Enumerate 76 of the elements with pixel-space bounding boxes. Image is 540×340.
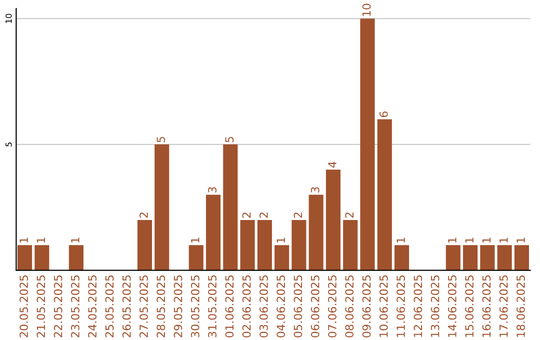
x-tick-label: 24.05.2025 bbox=[88, 275, 97, 338]
bar bbox=[292, 220, 306, 270]
bar bbox=[257, 220, 272, 270]
bar bbox=[68, 245, 84, 270]
bar bbox=[274, 245, 290, 270]
x-tick-label: 12.06.2025 bbox=[414, 275, 422, 337]
x-tick-label: 03.06.2025 bbox=[259, 275, 268, 338]
bar bbox=[34, 245, 50, 270]
x-tick-label: 02.06.2025 bbox=[242, 275, 251, 338]
bar bbox=[446, 245, 460, 270]
x-tick-label: 26.05.2025 bbox=[122, 275, 131, 338]
bar bbox=[377, 119, 392, 270]
data-label: 3 bbox=[208, 187, 216, 193]
bar bbox=[463, 245, 478, 270]
data-label: 1 bbox=[276, 238, 285, 243]
data-label: 5 bbox=[156, 136, 166, 142]
x-tick-label: 20.05.2025 bbox=[20, 275, 28, 338]
data-label: 2 bbox=[242, 212, 251, 218]
bar bbox=[17, 245, 32, 270]
bar bbox=[188, 245, 204, 270]
data-label: 1 bbox=[516, 238, 525, 243]
x-tick-label: 17.06.2025 bbox=[499, 275, 508, 337]
data-label: 1 bbox=[191, 238, 200, 243]
bar bbox=[240, 220, 255, 270]
bar bbox=[514, 245, 529, 270]
x-tick-label: 23.05.2025 bbox=[70, 275, 80, 338]
data-label: 10 bbox=[362, 4, 371, 16]
x-tick-label: 05.06.2025 bbox=[294, 275, 302, 338]
data-label: 1 bbox=[448, 238, 456, 243]
data-label: 3 bbox=[310, 187, 320, 193]
data-label: 1 bbox=[36, 238, 45, 243]
x-tick-label: 07.06.2025 bbox=[328, 275, 336, 338]
data-label: 1 bbox=[465, 238, 474, 243]
bar bbox=[206, 194, 221, 270]
bar bbox=[480, 245, 495, 270]
bar bbox=[497, 245, 512, 270]
bar bbox=[343, 220, 358, 270]
data-label: 4 bbox=[328, 162, 336, 168]
bar bbox=[308, 194, 324, 270]
x-tick-label: 21.05.2025 bbox=[36, 275, 46, 338]
data-label: 2 bbox=[259, 212, 268, 218]
x-tick-label: 29.05.2025 bbox=[174, 275, 182, 338]
x-tick-label: 22.05.2025 bbox=[54, 275, 62, 338]
bar bbox=[394, 245, 410, 270]
data-label: 5 bbox=[225, 136, 234, 142]
x-tick-label: 04.06.2025 bbox=[276, 275, 286, 338]
x-tick-label: 31.05.2025 bbox=[208, 275, 216, 338]
x-tick-label: 28.05.2025 bbox=[156, 275, 166, 338]
x-tick-label: 10.06.2025 bbox=[379, 275, 388, 337]
x-tick-label: 11.06.2025 bbox=[396, 275, 405, 337]
x-tick-label: 06.06.2025 bbox=[310, 275, 320, 338]
x-tick-label: 27.05.2025 bbox=[140, 275, 148, 338]
x-tick-label: 15.06.2025 bbox=[465, 275, 474, 337]
bar bbox=[154, 144, 170, 270]
x-tick-label: 18.06.2025 bbox=[516, 275, 525, 337]
x-tick-label: 14.06.2025 bbox=[448, 275, 456, 337]
data-label: 2 bbox=[140, 212, 148, 218]
data-label: 1 bbox=[396, 238, 405, 243]
x-tick-label: 08.06.2025 bbox=[345, 275, 354, 338]
data-label: 2 bbox=[294, 212, 302, 218]
bar bbox=[326, 170, 340, 270]
bar bbox=[360, 18, 375, 270]
data-label: 2 bbox=[345, 212, 354, 218]
data-label: 1 bbox=[71, 238, 80, 243]
bar bbox=[137, 220, 152, 270]
x-tick-label: 30.05.2025 bbox=[190, 275, 200, 338]
x-tick-label: 09.06.2025 bbox=[362, 275, 371, 338]
data-label: 1 bbox=[500, 238, 508, 243]
x-tick-label: 13.06.2025 bbox=[430, 275, 440, 337]
x-tick-label: 25.05.2025 bbox=[105, 275, 114, 338]
bar bbox=[223, 144, 238, 270]
data-label: 6 bbox=[379, 112, 388, 118]
data-label: 1 bbox=[20, 238, 28, 243]
x-tick-label: 16.06.2025 bbox=[482, 275, 491, 337]
data-label: 1 bbox=[482, 238, 491, 243]
x-tick-label: 01.06.2025 bbox=[225, 275, 234, 338]
